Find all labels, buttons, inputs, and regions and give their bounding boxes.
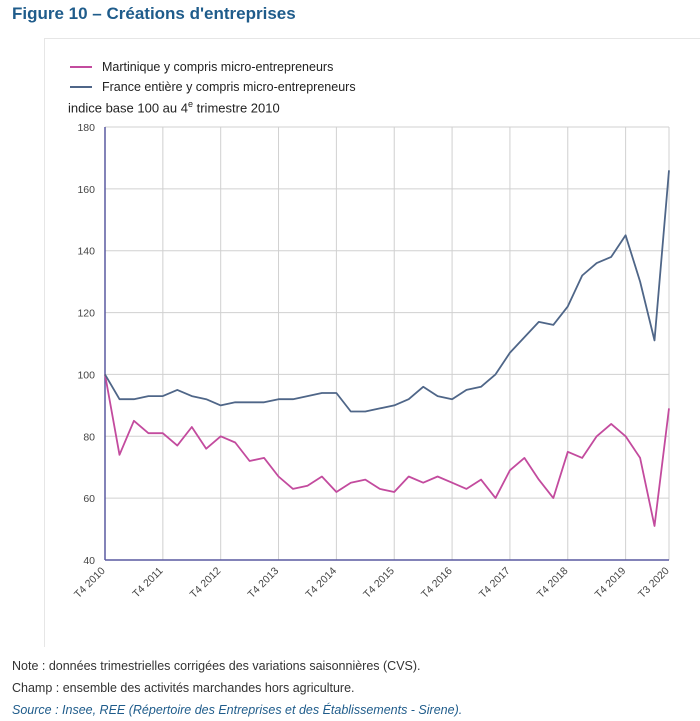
legend-item-martinique[interactable]: Martinique y compris micro-entrepreneurs: [70, 57, 356, 77]
y-tick-label-100: 100: [77, 369, 95, 381]
line-chart: 40 60 80 100 120 140 160 180 T4 2010 T4 2011 T4 20…: [72, 122, 672, 601]
legend-label-martinique: Martinique y compris micro-entrepreneurs: [102, 60, 334, 74]
chart-panel: [44, 38, 700, 647]
note-text: Note : données trimestrielles corrigées …: [12, 659, 421, 673]
legend-item-france[interactable]: France entière y compris micro-entrepren…: [70, 77, 356, 97]
y-tick-label-80: 80: [83, 431, 95, 443]
x-tick-label-8: T4 2018: [535, 565, 571, 601]
x-tick-label-4: T4 2014: [303, 565, 339, 601]
legend-label-france: France entière y compris micro-entrepren…: [102, 80, 356, 94]
x-tick-label-5: T4 2015: [361, 565, 397, 601]
footnotes: Note : données trimestrielles corrigées …: [12, 655, 462, 721]
series-line-france: [104, 170, 670, 413]
x-tick-label-0: T4 2010: [72, 565, 108, 601]
series-line-martinique: [104, 374, 670, 527]
x-tick-label-1: T4 2011: [130, 565, 165, 600]
x-tick-label-3: T4 2013: [246, 565, 282, 601]
legend-swatch-martinique: [70, 66, 92, 68]
champ-text: Champ : ensemble des activités marchande…: [12, 681, 355, 695]
y-tick-label-60: 60: [83, 493, 95, 505]
x-tick-label-9: T4 2019: [593, 565, 629, 601]
x-tick-label-6: T4 2016: [419, 565, 455, 601]
y-tick-label-160: 160: [77, 184, 95, 196]
y-tick-label-40: 40: [83, 555, 95, 567]
legend-swatch-france: [70, 86, 92, 88]
y-axis-unit-label: indice base 100 au 4e trimestre 2010: [68, 99, 280, 116]
figure-title: Figure 10 – Créations d'entreprises: [12, 4, 296, 23]
source-text: Source : Insee, REE (Répertoire des Entr…: [12, 703, 463, 717]
x-tick-label-2: T4 2012: [188, 565, 224, 601]
y-tick-label-120: 120: [77, 308, 95, 320]
x-tick-label-7: T4 2017: [477, 565, 513, 601]
y-tick-label-180: 180: [77, 122, 95, 134]
y-tick-label-140: 140: [77, 246, 95, 258]
chart-legend: Martinique y compris micro-entrepreneurs…: [70, 57, 356, 97]
x-tick-label-10: T3 2020: [636, 565, 672, 601]
